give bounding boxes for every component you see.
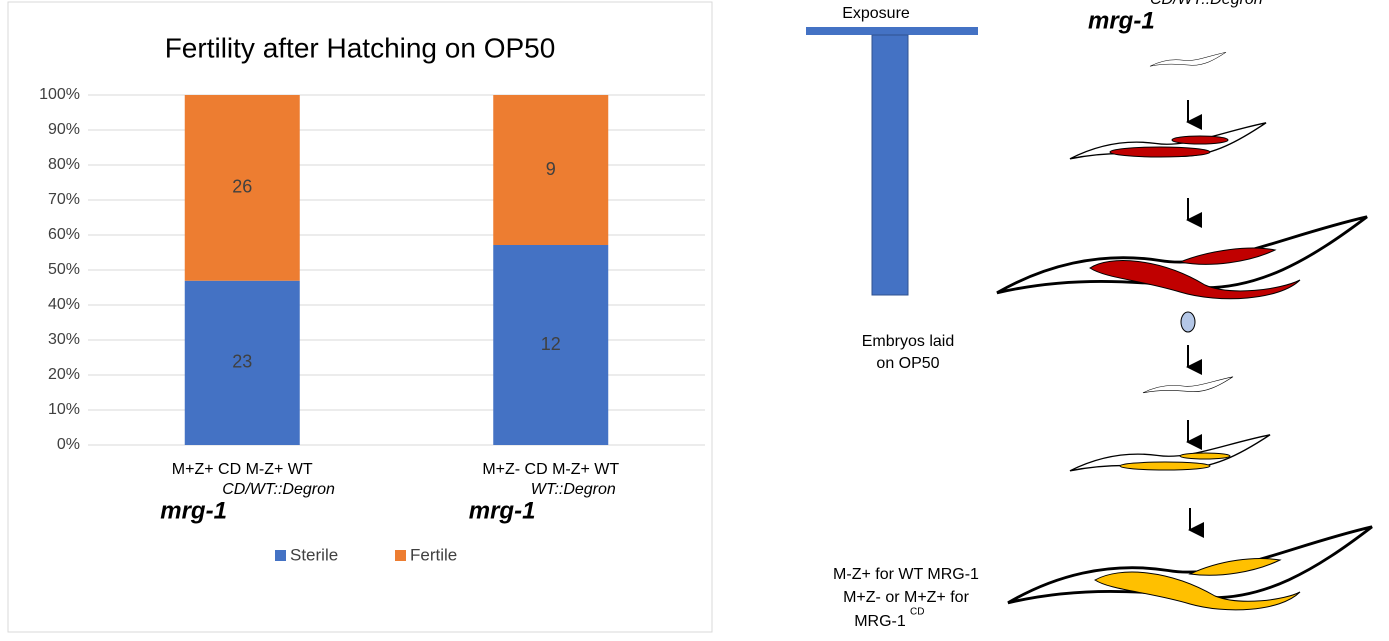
y-tick-label: 20% <box>48 366 80 383</box>
data-label: 12 <box>541 334 561 354</box>
outcome-sup: CD <box>910 607 924 618</box>
legend-label: Sterile <box>290 545 338 564</box>
worm <box>1008 527 1372 610</box>
outcome-label: MRG-1 <box>854 613 906 630</box>
genotype-sup: CD/WT::Degron <box>1150 0 1263 8</box>
y-tick-label: 0% <box>57 436 80 453</box>
data-label: 23 <box>232 352 252 372</box>
figure: Fertility after Hatching on OP50 0% 10% 20… <box>0 0 1389 641</box>
genotype: mrg-1 <box>1088 7 1155 34</box>
worm <box>1143 377 1233 393</box>
outcome-label: M+Z- or M+Z+ for <box>843 589 969 606</box>
data-label: 26 <box>232 177 252 197</box>
x-genotype-sup: WT::Degron <box>531 481 616 498</box>
x-genotype-sup: CD/WT::Degron <box>222 481 335 498</box>
outcome-label: M-Z+ for WT MRG-1 <box>833 566 979 583</box>
exposure-bar <box>806 27 978 35</box>
embryos-label: on OP50 <box>876 355 939 372</box>
y-tick-label: 90% <box>48 121 80 138</box>
y-tick-label: 50% <box>48 261 80 278</box>
embryos-label: Embryos laid <box>862 333 954 350</box>
y-tick-label: 40% <box>48 296 80 313</box>
data-label: 9 <box>546 159 556 179</box>
worm <box>1070 435 1270 471</box>
chart-title: Fertility after Hatching on OP50 <box>165 32 556 63</box>
y-tick-label: 30% <box>48 331 80 348</box>
worm <box>1150 52 1226 66</box>
legend-swatch <box>395 550 406 561</box>
legend-swatch <box>275 550 286 561</box>
y-tick-label: 100% <box>39 86 80 103</box>
y-tick-label: 60% <box>48 226 80 243</box>
x-genotype: mrg-1 <box>160 497 227 524</box>
exposure-bar <box>872 35 908 295</box>
legend-label: Fertile <box>410 545 457 564</box>
y-tick-label: 80% <box>48 156 80 173</box>
x-tick-label: M+Z- CD M-Z+ WT <box>482 461 619 478</box>
egg <box>1181 312 1195 332</box>
x-tick-label: M+Z+ CD M-Z+ WT <box>172 461 313 478</box>
worm <box>1070 123 1266 159</box>
y-tick-label: 70% <box>48 191 80 208</box>
exposure-label: Exposure <box>842 5 910 22</box>
diagram: Exposure mrg-1 CD/WT::Degron Embryos lai… <box>806 0 1372 630</box>
worm <box>997 217 1367 299</box>
x-genotype: mrg-1 <box>469 497 536 524</box>
y-tick-label: 10% <box>48 401 80 418</box>
